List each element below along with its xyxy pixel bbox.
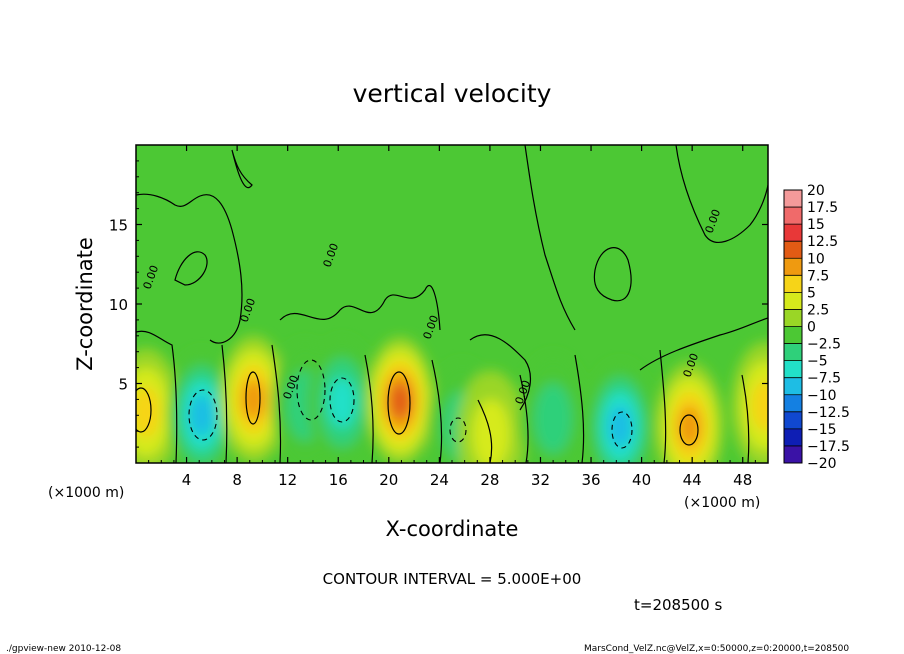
colorbar-label: −7.5: [807, 371, 841, 387]
x-tick-label: 36: [581, 471, 600, 489]
colorbar-segment: [784, 224, 802, 242]
velocity-level-7-1: [472, 399, 511, 463]
colorbar-segment: [784, 309, 802, 327]
colorbar-segment: [784, 428, 802, 447]
footer-left: ./gpview-new 2010-12-08: [6, 644, 121, 654]
x-axis-label: X-coordinate: [386, 517, 519, 541]
velocity-cell-10: [655, 362, 724, 463]
velocity-level-1-3: [190, 394, 214, 436]
colorbar-label: 7.5: [807, 268, 829, 284]
colorbar-label: 15: [807, 217, 825, 233]
y-tick-label: 15: [109, 217, 128, 235]
colorbar-segment: [784, 241, 802, 259]
velocity-level-5-4: [390, 383, 411, 419]
colorbar-segment: [784, 445, 802, 464]
colorbar-segment: [784, 326, 802, 344]
x-tick-label: 40: [632, 471, 651, 489]
colorbar-segment: [784, 258, 802, 276]
velocity-cell-1: [167, 351, 236, 463]
colorbar-segment: [784, 292, 802, 310]
velocity-cell-5: [366, 337, 435, 463]
x-tick-label: 28: [480, 471, 499, 489]
colorbar-label: −5: [807, 354, 828, 370]
colorbar-label: 5: [807, 285, 816, 301]
velocity-cell-8: [519, 354, 588, 463]
zero-contours: [136, 145, 768, 463]
colorbar-segment: [784, 360, 802, 378]
velocity-level-0-2: [136, 386, 161, 438]
colorbar-label: 0: [807, 320, 816, 336]
velocity-level-4-2: [328, 377, 357, 428]
colorbar-segment: [784, 190, 802, 208]
x-axis: 4 8 12 16 20 24 28 32 36 40 44 48: [148, 145, 756, 489]
velocity-level-8-1: [534, 383, 573, 454]
y-tick-label: 5: [118, 376, 128, 394]
colorbar-label: 17.5: [807, 200, 838, 216]
y-axis: 5 10 15: [109, 160, 768, 448]
colorbar-label: −2.5: [807, 337, 841, 353]
colorbar-segment: [784, 207, 802, 225]
colorbar-label: 10: [807, 251, 825, 267]
chart-title: vertical velocity: [353, 79, 552, 108]
x-tick-label: 12: [278, 471, 297, 489]
colorbar-label: −20: [807, 456, 837, 472]
velocity-cell-4: [308, 338, 377, 463]
colorbar-label: 12.5: [807, 234, 838, 250]
x-unit-right: (×1000 m): [684, 495, 760, 511]
colorbar-label: 2.5: [807, 302, 829, 318]
x-tick-label: 8: [232, 471, 242, 489]
colorbar-label: 20: [807, 183, 825, 199]
x-tick-label: 32: [531, 471, 550, 489]
x-tick-label: 16: [329, 471, 348, 489]
velocity-level-9-3: [608, 405, 632, 447]
time-label: t=208500 s: [634, 596, 722, 614]
velocity-cell-7: [457, 370, 526, 463]
y-tick-label: 10: [109, 296, 128, 314]
colorbar-segment: [784, 394, 802, 413]
x-tick-label: 24: [430, 471, 449, 489]
x-tick-label: 48: [733, 471, 752, 489]
velocity-level-11-2: [751, 380, 768, 432]
colorbar-segment: [784, 275, 802, 293]
colorbar-label: −17.5: [807, 439, 850, 455]
colorbar-label: −12.5: [807, 405, 850, 421]
contour-10: [136, 371, 699, 446]
x-tick-label: 4: [182, 471, 192, 489]
contour-negative: [188, 359, 633, 449]
plot-area: 0.000.000.000.000.000.000.000.00: [136, 145, 768, 463]
colorbar-segment: [784, 377, 802, 396]
x-tick-label: 20: [379, 471, 398, 489]
footer-right: MarsCond_VelZ.nc@VelZ,x=0:50000,z=0:2000…: [584, 644, 849, 654]
x-unit-left: (×1000 m): [48, 485, 124, 501]
contour-interval-label: CONTOUR INTERVAL = 5.000E+00: [323, 570, 582, 588]
colorbar-segment: [784, 411, 802, 430]
colorbar-label: −15: [807, 422, 837, 438]
velocity-cell-2: [219, 335, 288, 463]
x-tick-label: 44: [683, 471, 702, 489]
colorbar-label: −10: [807, 388, 837, 404]
y-axis-label: Z-coordinate: [73, 237, 97, 371]
colorbar-segment: [784, 343, 802, 361]
velocity-level-10-3: [678, 405, 702, 447]
